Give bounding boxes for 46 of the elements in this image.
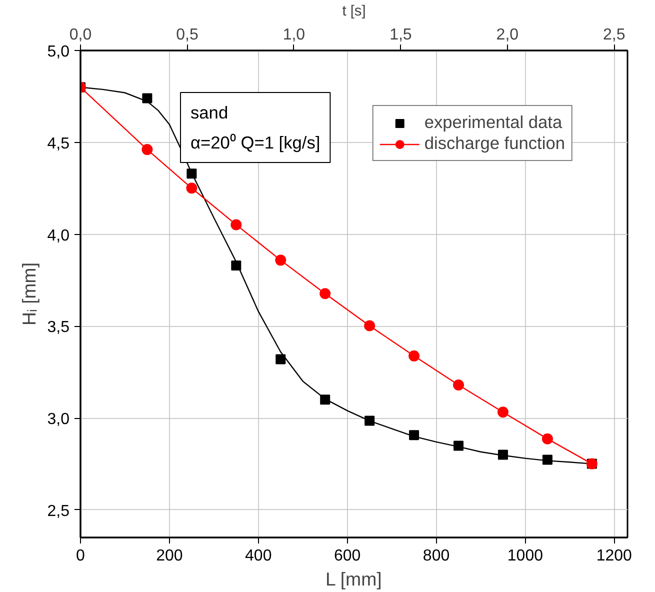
legend-label: discharge function <box>424 133 565 154</box>
point <box>142 144 153 156</box>
x-tick-label: 1200 <box>596 548 632 564</box>
x-tick-label: 600 <box>334 548 361 564</box>
x2-tick-label: 1,0 <box>282 26 306 44</box>
x2-tick-label: 1,5 <box>390 26 412 44</box>
x2-tick-label: 0,5 <box>176 26 198 44</box>
x-tick-label: 200 <box>156 548 183 564</box>
x2-tick-label: 2,0 <box>496 26 519 44</box>
point <box>364 416 375 426</box>
annotation: α=20⁰ Q=1 [kg/s] <box>190 132 320 152</box>
point <box>186 182 198 194</box>
point <box>409 430 420 440</box>
x-tick-label: 0 <box>76 548 86 564</box>
y-tick-label: 2,5 <box>47 502 70 520</box>
point <box>364 320 376 332</box>
y-tick-label: 5,0 <box>47 44 70 60</box>
point <box>142 93 152 104</box>
point <box>320 288 331 300</box>
annotation: sand <box>190 102 228 122</box>
x2-tick-label: 0,0 <box>69 26 92 44</box>
y-tick-label: 3,5 <box>47 319 70 336</box>
legend-label: experimental data <box>424 112 562 133</box>
x2-tick-label: 2,5 <box>603 26 626 44</box>
point <box>453 379 464 390</box>
point <box>408 350 420 362</box>
x2-axis-title: t [s] <box>342 4 366 20</box>
y-tick-label: 4,5 <box>47 135 70 152</box>
point <box>454 440 464 451</box>
point <box>542 433 553 444</box>
point <box>320 394 330 405</box>
point <box>276 354 286 364</box>
x-tick-label: 800 <box>422 548 450 564</box>
y-tick-label: 4,0 <box>47 227 70 244</box>
x-tick-label: 1000 <box>507 548 544 564</box>
x-tick-label: 400 <box>245 548 272 564</box>
point <box>497 406 508 418</box>
point <box>275 254 286 266</box>
point <box>498 450 508 460</box>
point <box>230 219 242 230</box>
x-axis-title: L [mm] <box>325 568 382 590</box>
point <box>231 260 242 271</box>
point <box>186 168 197 179</box>
y-tick-label: 3,0 <box>47 411 70 428</box>
point <box>542 454 552 465</box>
y-axis-title: Hᵢ [mm] <box>18 262 40 326</box>
